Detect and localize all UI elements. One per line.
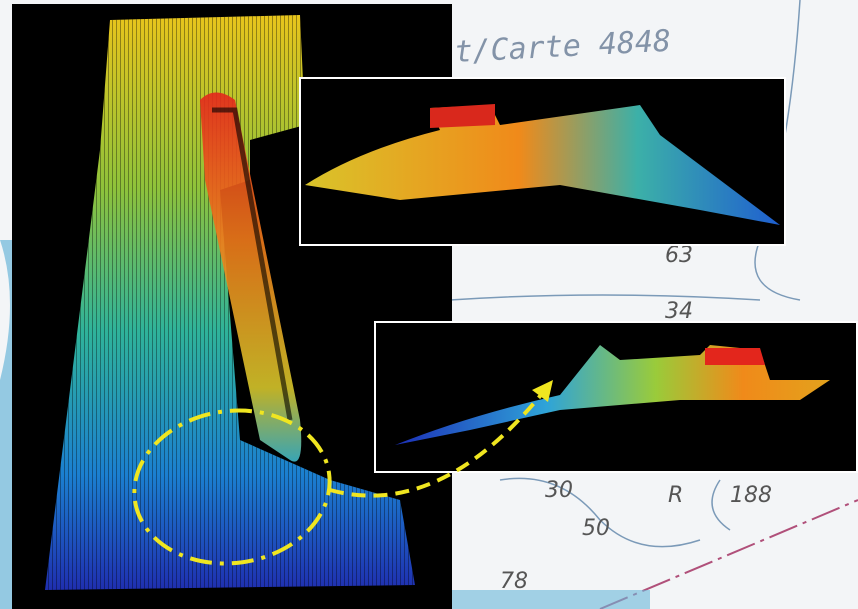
wreck-side-cloud — [395, 345, 830, 445]
depth-label: 78 — [500, 569, 528, 594]
arrow-head — [532, 380, 553, 402]
chart-water — [450, 590, 650, 609]
contour — [449, 294, 761, 301]
depth-label: 50 — [582, 516, 610, 541]
wreck-bow — [705, 348, 765, 365]
wreck-stern — [430, 104, 495, 128]
contour — [499, 477, 701, 548]
seabed-texture — [45, 15, 415, 590]
depth-label: 30 — [545, 478, 573, 503]
depth-label: 63 — [665, 243, 693, 268]
depth-label: R — [668, 483, 683, 508]
depth-label: 188 — [730, 483, 772, 508]
highlight-ellipse — [132, 408, 332, 566]
contour — [711, 479, 731, 531]
depth-label: 34 — [665, 299, 693, 324]
callout-arrow — [329, 388, 547, 498]
wreck-side-cloud — [305, 105, 780, 225]
wreck-cloud — [200, 92, 302, 462]
wreck-shadow — [212, 107, 293, 421]
